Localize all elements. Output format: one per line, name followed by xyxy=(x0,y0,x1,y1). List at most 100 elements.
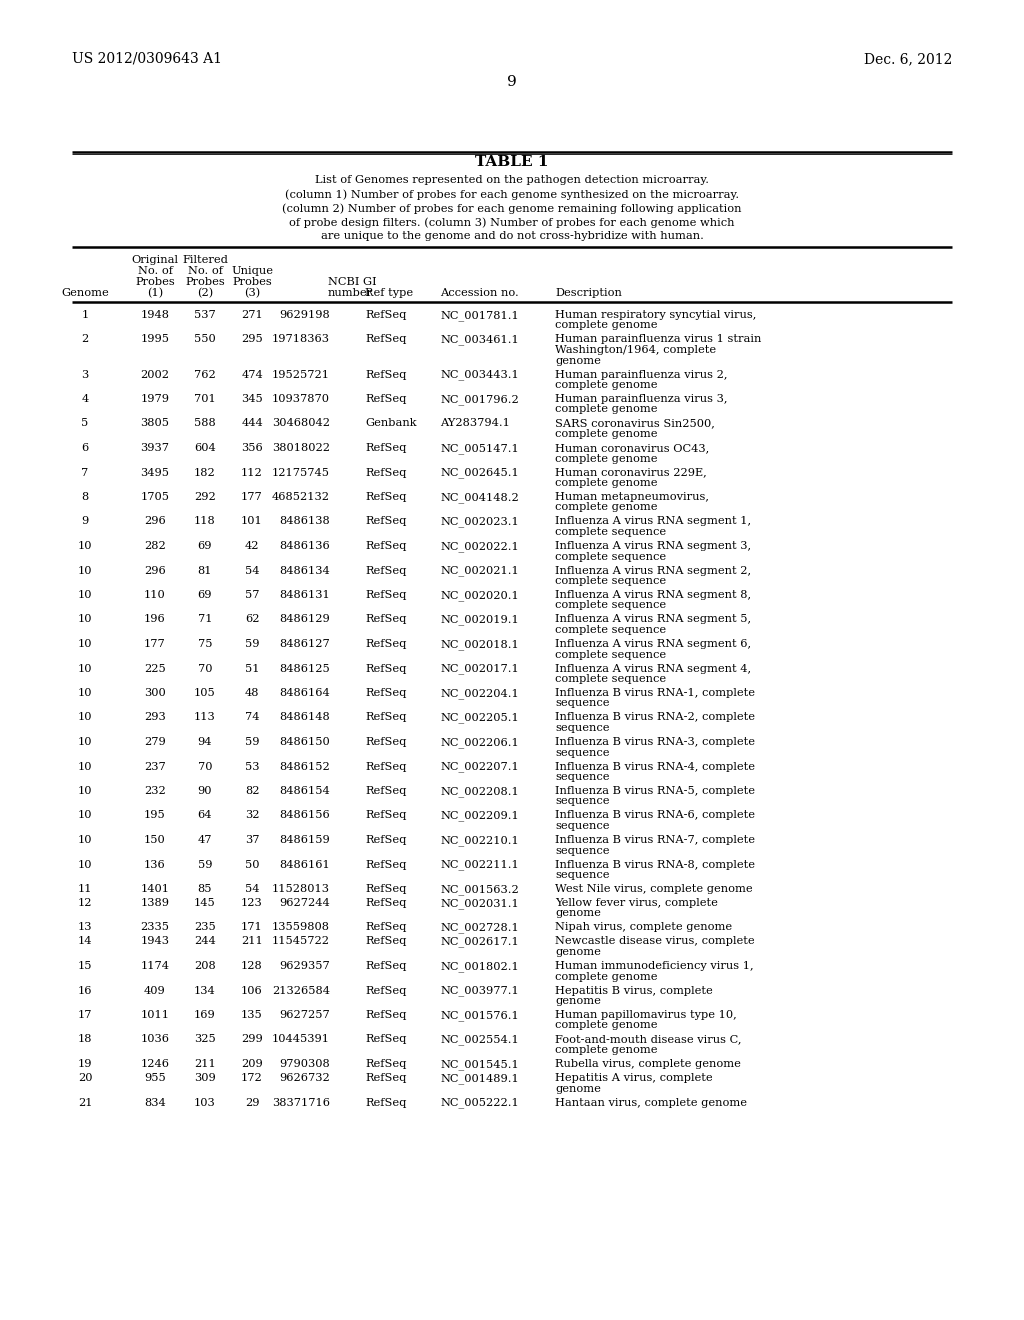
Text: 444: 444 xyxy=(241,418,263,429)
Text: 8486164: 8486164 xyxy=(280,688,330,698)
Text: 8486125: 8486125 xyxy=(280,664,330,673)
Text: RefSeq: RefSeq xyxy=(365,859,407,870)
Text: 196: 196 xyxy=(144,615,166,624)
Text: 171: 171 xyxy=(241,923,263,932)
Text: 47: 47 xyxy=(198,836,212,845)
Text: Influenza A virus RNA segment 8,: Influenza A virus RNA segment 8, xyxy=(555,590,752,601)
Text: 101: 101 xyxy=(241,516,263,527)
Text: RefSeq: RefSeq xyxy=(365,565,407,576)
Text: Probes: Probes xyxy=(232,277,272,286)
Text: Influenza B virus RNA-3, complete: Influenza B virus RNA-3, complete xyxy=(555,737,755,747)
Text: 177: 177 xyxy=(241,492,263,502)
Text: Genome: Genome xyxy=(61,288,109,298)
Text: 19: 19 xyxy=(78,1059,92,1069)
Text: complete genome: complete genome xyxy=(555,454,657,463)
Text: 70: 70 xyxy=(198,664,212,673)
Text: complete genome: complete genome xyxy=(555,1045,657,1055)
Text: 135: 135 xyxy=(241,1010,263,1020)
Text: 17: 17 xyxy=(78,1010,92,1020)
Text: 12: 12 xyxy=(78,898,92,908)
Text: 345: 345 xyxy=(241,393,263,404)
Text: RefSeq: RefSeq xyxy=(365,1097,407,1107)
Text: are unique to the genome and do not cross-hybridize with human.: are unique to the genome and do not cros… xyxy=(321,231,703,242)
Text: 10: 10 xyxy=(78,859,92,870)
Text: RefSeq: RefSeq xyxy=(365,923,407,932)
Text: 293: 293 xyxy=(144,713,166,722)
Text: Washington/1964, complete: Washington/1964, complete xyxy=(555,345,716,355)
Text: RefSeq: RefSeq xyxy=(365,737,407,747)
Text: NC_002617.1: NC_002617.1 xyxy=(440,936,519,948)
Text: RefSeq: RefSeq xyxy=(365,516,407,527)
Text: 42: 42 xyxy=(245,541,259,550)
Text: sequence: sequence xyxy=(555,870,609,880)
Text: 550: 550 xyxy=(195,334,216,345)
Text: 82: 82 xyxy=(245,785,259,796)
Text: 604: 604 xyxy=(195,444,216,453)
Text: complete genome: complete genome xyxy=(555,404,657,414)
Text: 8486138: 8486138 xyxy=(280,516,330,527)
Text: AY283794.1: AY283794.1 xyxy=(440,418,510,429)
Text: Original: Original xyxy=(131,255,178,265)
Text: 356: 356 xyxy=(241,444,263,453)
Text: 12175745: 12175745 xyxy=(272,467,330,478)
Text: 32: 32 xyxy=(245,810,259,821)
Text: 128: 128 xyxy=(241,961,263,972)
Text: TABLE 1: TABLE 1 xyxy=(475,154,549,169)
Text: 232: 232 xyxy=(144,785,166,796)
Text: 13: 13 xyxy=(78,923,92,932)
Text: 57: 57 xyxy=(245,590,259,601)
Text: 409: 409 xyxy=(144,986,166,995)
Text: 296: 296 xyxy=(144,565,166,576)
Text: 1705: 1705 xyxy=(140,492,170,502)
Text: 10: 10 xyxy=(78,737,92,747)
Text: 74: 74 xyxy=(245,713,259,722)
Text: Influenza A virus RNA segment 5,: Influenza A virus RNA segment 5, xyxy=(555,615,752,624)
Text: Influenza B virus RNA-1, complete: Influenza B virus RNA-1, complete xyxy=(555,688,755,698)
Text: Human parainfluenza virus 1 strain: Human parainfluenza virus 1 strain xyxy=(555,334,762,345)
Text: 8486154: 8486154 xyxy=(280,785,330,796)
Text: 50: 50 xyxy=(245,859,259,870)
Text: sequence: sequence xyxy=(555,698,609,709)
Text: 85: 85 xyxy=(198,884,212,894)
Text: 15: 15 xyxy=(78,961,92,972)
Text: Influenza A virus RNA segment 6,: Influenza A virus RNA segment 6, xyxy=(555,639,752,649)
Text: Ref type: Ref type xyxy=(365,288,413,298)
Text: 38371716: 38371716 xyxy=(272,1097,330,1107)
Text: NC_005147.1: NC_005147.1 xyxy=(440,444,519,454)
Text: 51: 51 xyxy=(245,664,259,673)
Text: 19718363: 19718363 xyxy=(272,334,330,345)
Text: NC_001802.1: NC_001802.1 xyxy=(440,961,519,972)
Text: 211: 211 xyxy=(195,1059,216,1069)
Text: 8486127: 8486127 xyxy=(280,639,330,649)
Text: NC_002022.1: NC_002022.1 xyxy=(440,541,519,552)
Text: Genbank: Genbank xyxy=(365,418,417,429)
Text: RefSeq: RefSeq xyxy=(365,444,407,453)
Text: complete genome: complete genome xyxy=(555,1020,657,1031)
Text: 2: 2 xyxy=(81,334,89,345)
Text: 11528013: 11528013 xyxy=(272,884,330,894)
Text: RefSeq: RefSeq xyxy=(365,936,407,946)
Text: 309: 309 xyxy=(195,1073,216,1082)
Text: NC_004148.2: NC_004148.2 xyxy=(440,492,519,503)
Text: 118: 118 xyxy=(195,516,216,527)
Text: NC_002018.1: NC_002018.1 xyxy=(440,639,519,649)
Text: 21: 21 xyxy=(78,1097,92,1107)
Text: 94: 94 xyxy=(198,737,212,747)
Text: 69: 69 xyxy=(198,541,212,550)
Text: 134: 134 xyxy=(195,986,216,995)
Text: 209: 209 xyxy=(241,1059,263,1069)
Text: Human coronavirus 229E,: Human coronavirus 229E, xyxy=(555,467,707,478)
Text: RefSeq: RefSeq xyxy=(365,884,407,894)
Text: 9629357: 9629357 xyxy=(280,961,330,972)
Text: Influenza B virus RNA-2, complete: Influenza B virus RNA-2, complete xyxy=(555,713,755,722)
Text: 177: 177 xyxy=(144,639,166,649)
Text: NC_002205.1: NC_002205.1 xyxy=(440,713,519,723)
Text: (3): (3) xyxy=(244,288,260,298)
Text: genome: genome xyxy=(555,997,601,1006)
Text: RefSeq: RefSeq xyxy=(365,615,407,624)
Text: complete sequence: complete sequence xyxy=(555,601,667,610)
Text: 9626732: 9626732 xyxy=(280,1073,330,1082)
Text: Probes: Probes xyxy=(185,277,225,286)
Text: 292: 292 xyxy=(195,492,216,502)
Text: NC_002208.1: NC_002208.1 xyxy=(440,785,519,797)
